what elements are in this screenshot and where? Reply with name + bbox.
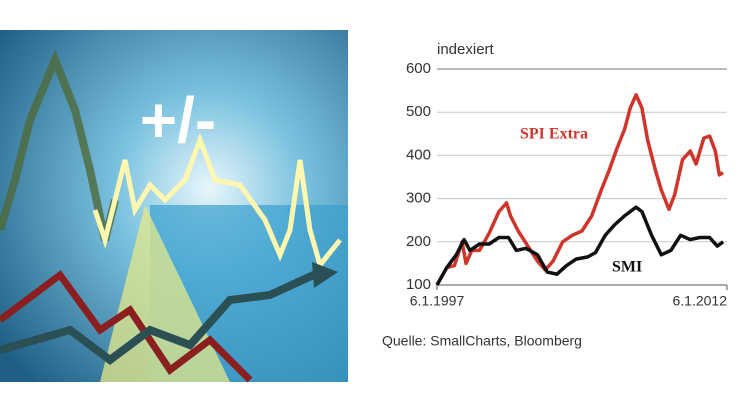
y-tick-label: 300 [406,190,431,207]
series-line [435,205,725,286]
y-tick-label: 200 [406,233,431,250]
y-tick-label: 100 [406,276,431,293]
series-label: SMI [612,259,642,276]
shape [0,270,253,383]
shape [0,268,322,365]
arrow-head [312,262,338,288]
x-tick-label: 6.1.1997 [410,293,465,309]
series-label: SPI Extra [520,126,588,143]
y-tick-label: 500 [406,103,431,120]
x-tick-label: 6.1.2012 [673,293,728,309]
source: Quelle: SmallCharts, Bloomberg [382,333,582,349]
illustration-text: +/- [140,84,216,156]
shape [92,132,342,271]
series-line [435,93,724,286]
y-tick-label: 600 [406,60,431,77]
chart: indexiert Quelle: SmallCharts, Bloomberg… [382,41,728,349]
y-axis-label: indexiert [437,41,495,58]
y-tick-label: 400 [406,146,431,163]
illustration: +/- [0,30,348,383]
